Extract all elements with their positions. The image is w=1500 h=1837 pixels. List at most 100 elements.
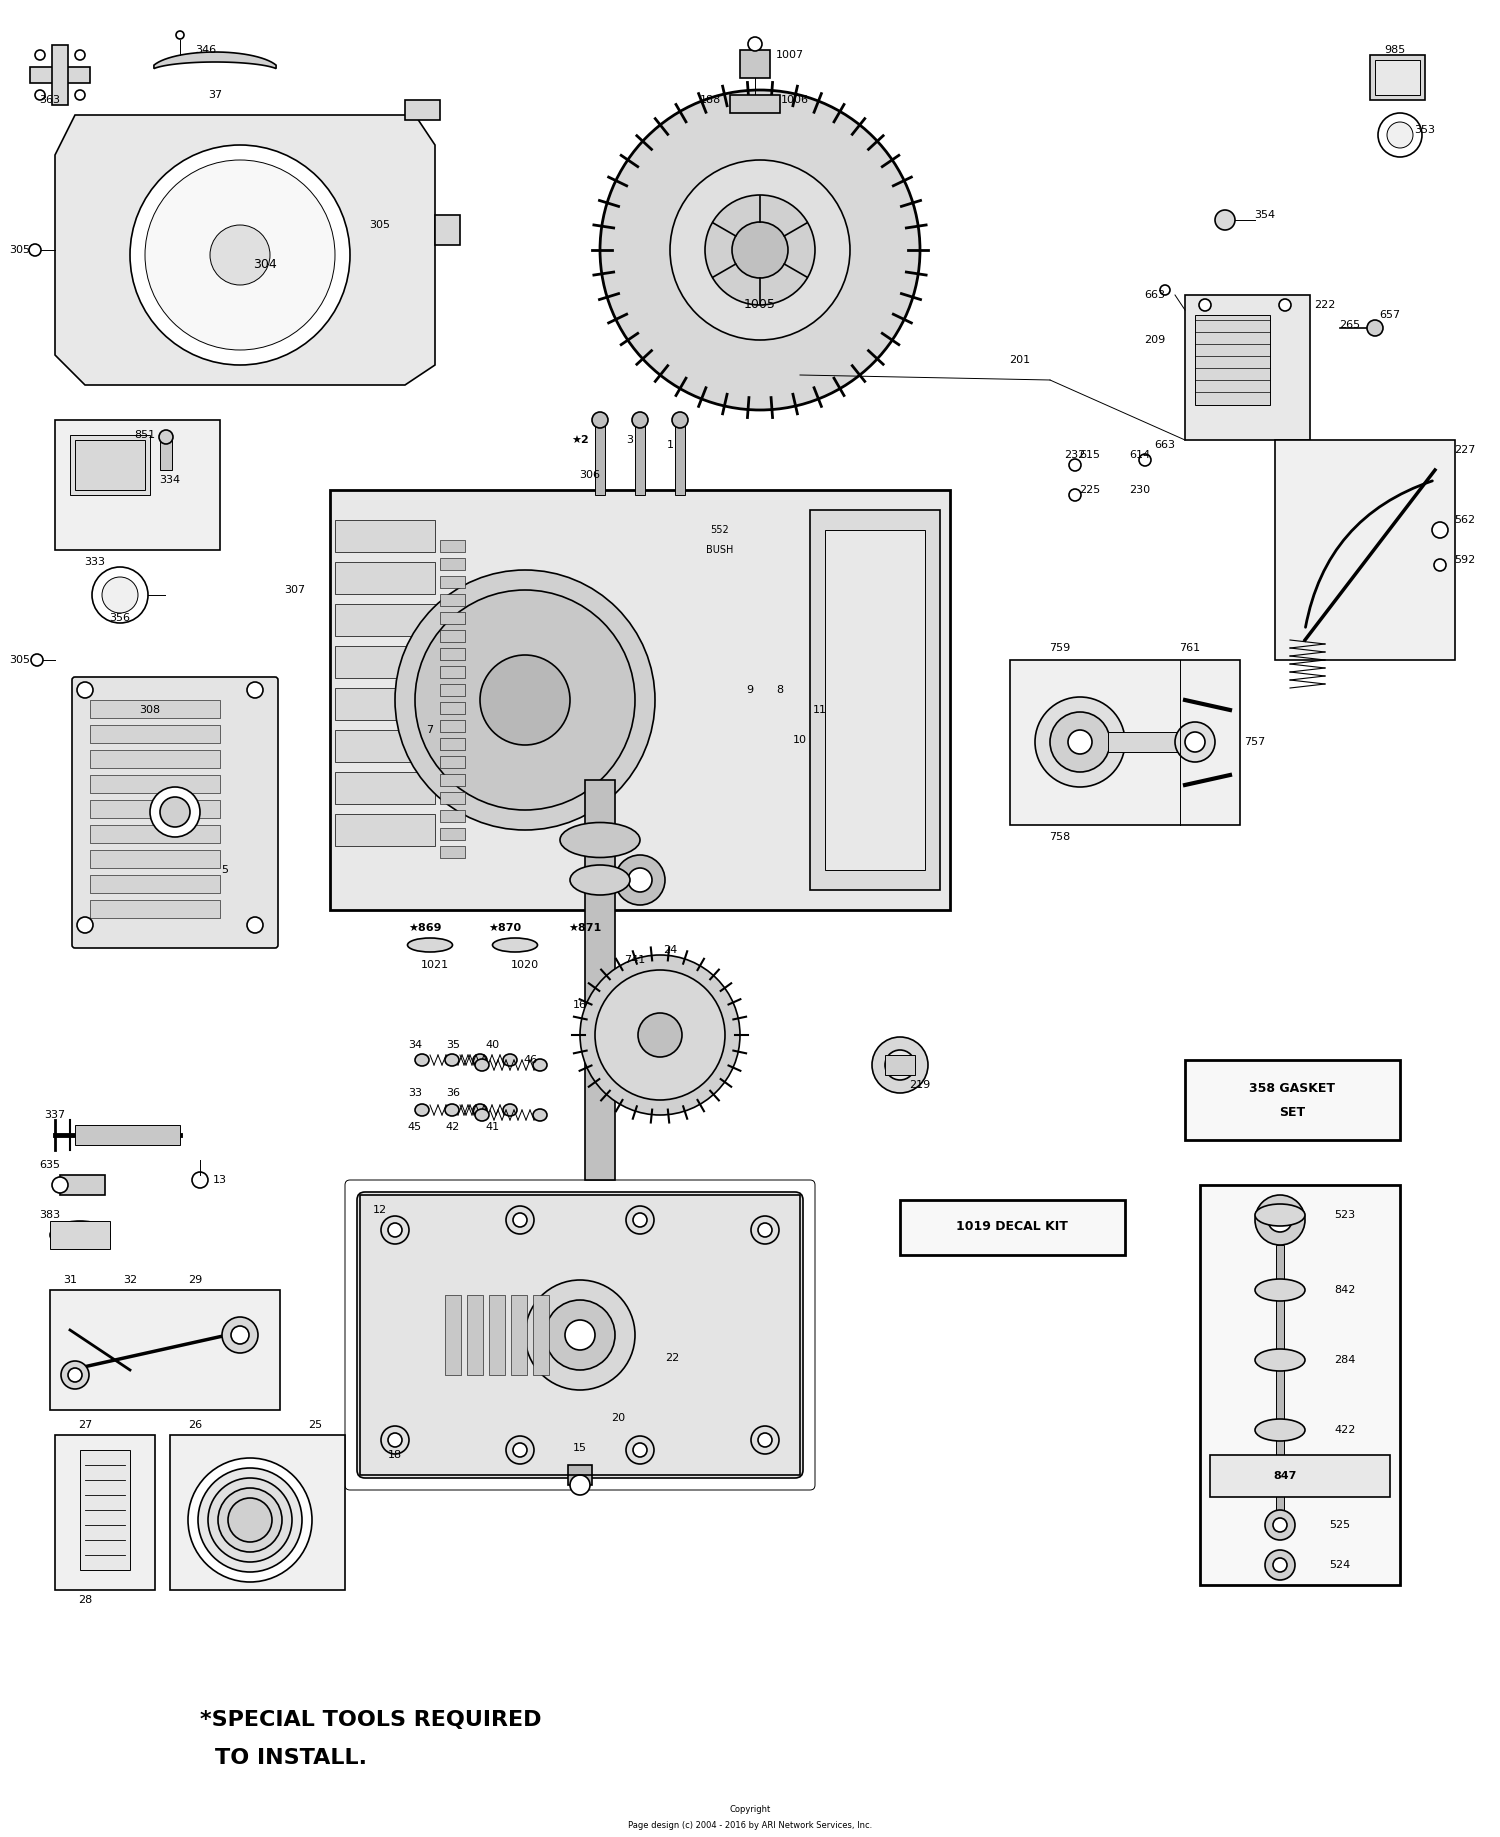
Text: 265: 265 [1340, 320, 1360, 331]
Bar [90, 851, 220, 869]
Text: 305: 305 [9, 656, 30, 665]
Text: 3: 3 [627, 435, 633, 445]
Text: 422: 422 [1335, 1426, 1356, 1435]
Circle shape [1378, 114, 1422, 156]
Ellipse shape [416, 1104, 429, 1117]
Text: 20: 20 [610, 1413, 626, 1424]
Circle shape [752, 1426, 778, 1455]
Circle shape [626, 1437, 654, 1464]
Bar [435, 215, 460, 244]
Circle shape [92, 568, 148, 623]
Bar [1185, 296, 1310, 441]
Bar [334, 814, 435, 847]
Bar [1108, 731, 1192, 751]
Bar [334, 729, 435, 762]
Bar [440, 612, 465, 625]
Circle shape [381, 1216, 410, 1244]
Text: 758: 758 [1050, 832, 1071, 841]
Bar [440, 847, 465, 858]
Ellipse shape [1256, 1279, 1305, 1301]
Circle shape [210, 224, 270, 285]
FancyBboxPatch shape [72, 678, 278, 948]
Ellipse shape [476, 1110, 489, 1121]
Text: 305: 305 [369, 220, 390, 230]
Text: 761: 761 [1179, 643, 1200, 652]
Text: 354: 354 [1254, 209, 1275, 220]
Text: BUSH: BUSH [706, 546, 734, 555]
Bar [30, 66, 90, 83]
Circle shape [1280, 299, 1292, 310]
Circle shape [32, 654, 44, 667]
Text: 32: 32 [123, 1275, 136, 1286]
Circle shape [1198, 299, 1210, 310]
Text: 15: 15 [573, 1444, 586, 1453]
Circle shape [1274, 1558, 1287, 1572]
Text: 1006: 1006 [782, 96, 808, 105]
Text: 232: 232 [1065, 450, 1086, 459]
Bar [334, 689, 435, 720]
Bar [675, 421, 686, 494]
Bar [440, 630, 465, 641]
Bar [440, 577, 465, 588]
Circle shape [600, 90, 920, 410]
Bar [60, 1176, 105, 1196]
Circle shape [68, 1369, 82, 1381]
Text: 305: 305 [9, 244, 30, 255]
Bar [334, 562, 435, 593]
Text: 46: 46 [524, 1054, 537, 1065]
Circle shape [1264, 1510, 1294, 1539]
Text: 12: 12 [374, 1205, 387, 1214]
Circle shape [1070, 459, 1082, 470]
Circle shape [1256, 1196, 1305, 1245]
Text: 851: 851 [135, 430, 156, 441]
Text: 657: 657 [1380, 310, 1401, 320]
Text: 552: 552 [711, 525, 729, 535]
Bar [440, 558, 465, 569]
Bar [1200, 1185, 1400, 1585]
Ellipse shape [472, 1054, 488, 1065]
Text: 1021: 1021 [422, 961, 448, 970]
Text: 615: 615 [1080, 450, 1101, 459]
Text: 1: 1 [666, 441, 674, 450]
Bar [170, 1435, 345, 1591]
Text: 219: 219 [909, 1080, 930, 1089]
Circle shape [1432, 522, 1448, 538]
Circle shape [633, 1212, 646, 1227]
Ellipse shape [503, 1054, 518, 1065]
Text: TO INSTALL.: TO INSTALL. [214, 1749, 368, 1767]
Bar [568, 1464, 592, 1484]
FancyBboxPatch shape [357, 1192, 802, 1479]
Circle shape [633, 1444, 646, 1457]
Circle shape [248, 682, 262, 698]
Circle shape [632, 411, 648, 428]
Text: 11: 11 [813, 705, 826, 715]
Ellipse shape [1256, 1203, 1305, 1225]
Bar [334, 604, 435, 636]
Text: 1020: 1020 [512, 961, 538, 970]
Text: 334: 334 [159, 476, 180, 485]
Bar [440, 828, 465, 840]
Bar [810, 511, 940, 889]
Circle shape [75, 50, 86, 61]
Text: 13: 13 [213, 1176, 226, 1185]
Bar [440, 738, 465, 749]
Text: 10: 10 [794, 735, 807, 746]
Text: 842: 842 [1335, 1286, 1356, 1295]
Bar [1370, 55, 1425, 99]
Circle shape [1050, 713, 1110, 772]
Circle shape [506, 1437, 534, 1464]
Bar [440, 720, 465, 731]
Circle shape [544, 1301, 615, 1370]
Bar [360, 1196, 800, 1475]
Text: 26: 26 [188, 1420, 202, 1429]
Ellipse shape [492, 939, 537, 952]
Circle shape [758, 1433, 772, 1448]
Text: 524: 524 [1329, 1560, 1350, 1571]
Text: 29: 29 [188, 1275, 202, 1286]
Circle shape [1388, 121, 1413, 149]
Text: 35: 35 [446, 1040, 460, 1051]
Circle shape [381, 1426, 410, 1455]
Circle shape [871, 1038, 928, 1093]
Text: 222: 222 [1314, 299, 1335, 310]
Text: 346: 346 [195, 44, 216, 55]
